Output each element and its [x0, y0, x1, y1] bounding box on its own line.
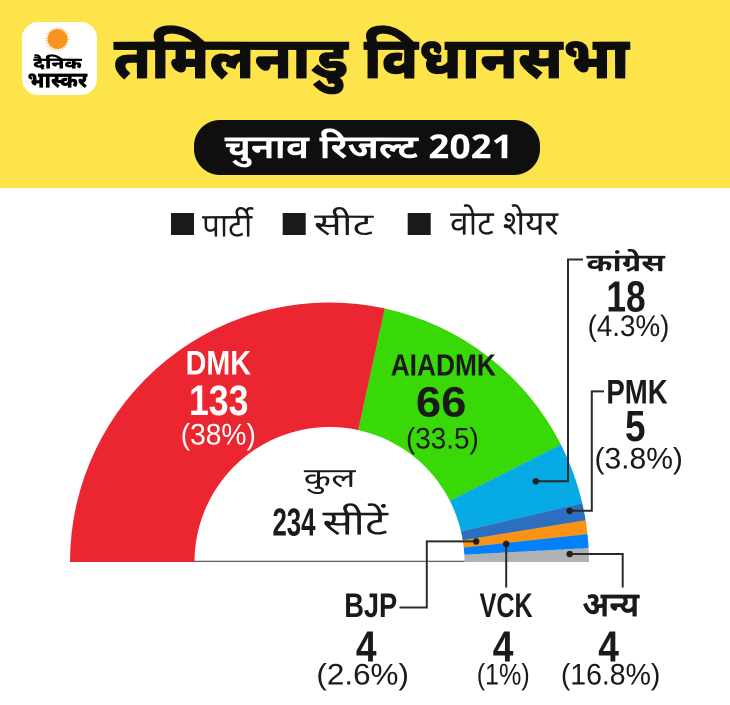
svg-text:(1%): (1%) [477, 659, 530, 692]
svg-text:BJP: BJP [344, 587, 397, 625]
svg-text:66: 66 [416, 378, 467, 426]
svg-text:PMK: PMK [606, 373, 668, 411]
svg-text:(3.8%): (3.8%) [594, 443, 683, 476]
svg-text:133: 133 [189, 377, 249, 425]
svg-text:(4.3%): (4.3%) [588, 310, 670, 343]
svg-text:(2.6%): (2.6%) [316, 659, 409, 692]
svg-text:DMK: DMK [186, 344, 252, 382]
svg-text:(16.8%): (16.8%) [561, 659, 661, 692]
svg-text:18: 18 [606, 273, 645, 322]
svg-text:234: 234 [272, 502, 315, 545]
svg-text:VCK: VCK [480, 587, 533, 625]
svg-text:(33.5): (33.5) [406, 422, 479, 455]
svg-text:4: 4 [356, 622, 377, 671]
svg-text:5: 5 [625, 402, 646, 451]
svg-text:AIADMK: AIADMK [391, 348, 497, 383]
svg-text:4: 4 [493, 622, 514, 671]
svg-text:4: 4 [598, 622, 619, 671]
svg-text:(38%): (38%) [181, 419, 256, 452]
